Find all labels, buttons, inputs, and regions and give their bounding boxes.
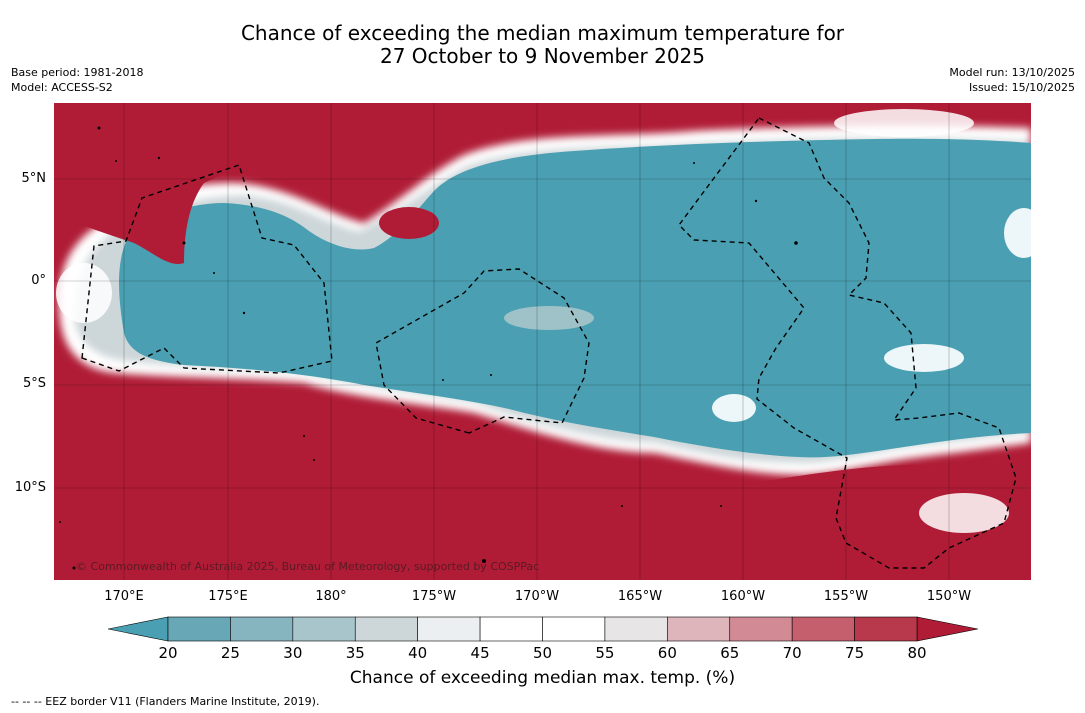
colorbar-label: Chance of exceeding median max. temp. (%… [349,668,736,688]
issued-date: Issued: 15/10/2025 [968,81,1075,94]
colorbar-segment [791,616,855,642]
colorbar-tick-label: 60 [657,644,677,662]
colorbar-tick-label: 40 [408,644,428,662]
forecast-map: © Commonwealth of Australia 2025, Bureau… [54,103,1031,580]
colorbar-segment [854,616,918,642]
colorbar-segment [167,616,231,642]
colorbar-segment [230,616,294,642]
lat-label-10s: 10°S [14,480,46,495]
colorbar-high-extend [916,616,978,642]
colorbar-segment [479,616,543,642]
title-line-2: 27 October to 9 November 2025 [379,44,706,68]
base-period: Base period: 1981-2018 [11,66,144,79]
colorbar-segment [604,616,668,642]
white-patch [56,263,112,323]
white-patch [884,344,964,372]
colorbar-tick-label: 65 [720,644,740,662]
lon-label: 165°W [617,589,663,604]
colorbar-tick-label: 55 [595,644,615,662]
model-run-date: Model run: 13/10/2025 [949,66,1075,79]
title-line-1: Chance of exceeding the median maximum t… [240,21,845,45]
white-patch [919,493,1009,533]
colorbar-tick-label: 75 [845,644,865,662]
chart-title: Chance of exceeding the median maximum t… [0,22,1085,68]
lon-label: 160°W [720,589,766,604]
graticule [54,103,1031,580]
colorbar-segment [542,616,606,642]
white-patch [1004,208,1031,258]
colorbar-tick-label: 20 [158,644,178,662]
lon-label: 155°W [823,589,869,604]
colorbar-segment [354,616,418,642]
eez-legend-note: -- -- -- EEZ border V11 (Flanders Marine… [11,695,320,708]
colorbar-segment [667,616,731,642]
colorbar-tick-label: 35 [345,644,365,662]
colorbar-segment [417,616,481,642]
colorbar-tick-label: 70 [782,644,802,662]
lat-label-0: 0° [31,273,46,288]
northwest-warm-area [54,103,434,264]
lon-label: 150°W [926,589,972,604]
colorbar-segment [292,616,356,642]
lon-label: 180° [315,589,347,604]
copyright-notice: © Commonwealth of Australia 2025, Bureau… [76,560,539,573]
lat-label-5s: 5°S [22,376,46,391]
colorbar-tick-label: 25 [220,644,240,662]
colorbar-segment [729,616,793,642]
islands [59,126,798,570]
lon-label: 175°W [411,589,457,604]
colorbar-tick-label: 30 [283,644,303,662]
model-info: Base period: 1981-2018 Model: ACCESS-S2 [11,65,143,95]
lon-label: 175°E [208,589,248,604]
lon-label: 170°W [514,589,560,604]
run-info: Model run: 13/10/2025 Issued: 15/10/2025 [949,65,1075,95]
colorbar-low-extend [108,616,169,642]
colorbar-tick-label: 50 [532,644,553,662]
warm-anomaly-blob [379,207,439,239]
colorbar-tick-label: 80 [907,644,927,662]
eez-borders [81,117,1017,569]
model-name: Model: ACCESS-S2 [11,81,113,94]
lon-label: 170°E [104,589,144,604]
white-patch [712,394,756,422]
colorbar [108,616,978,642]
colorbar-tick-label: 45 [470,644,490,662]
lat-label-5n: 5°N [21,171,47,186]
white-patch [834,109,974,137]
colorbar-segments [167,616,918,642]
low-probability-area [119,138,1031,458]
